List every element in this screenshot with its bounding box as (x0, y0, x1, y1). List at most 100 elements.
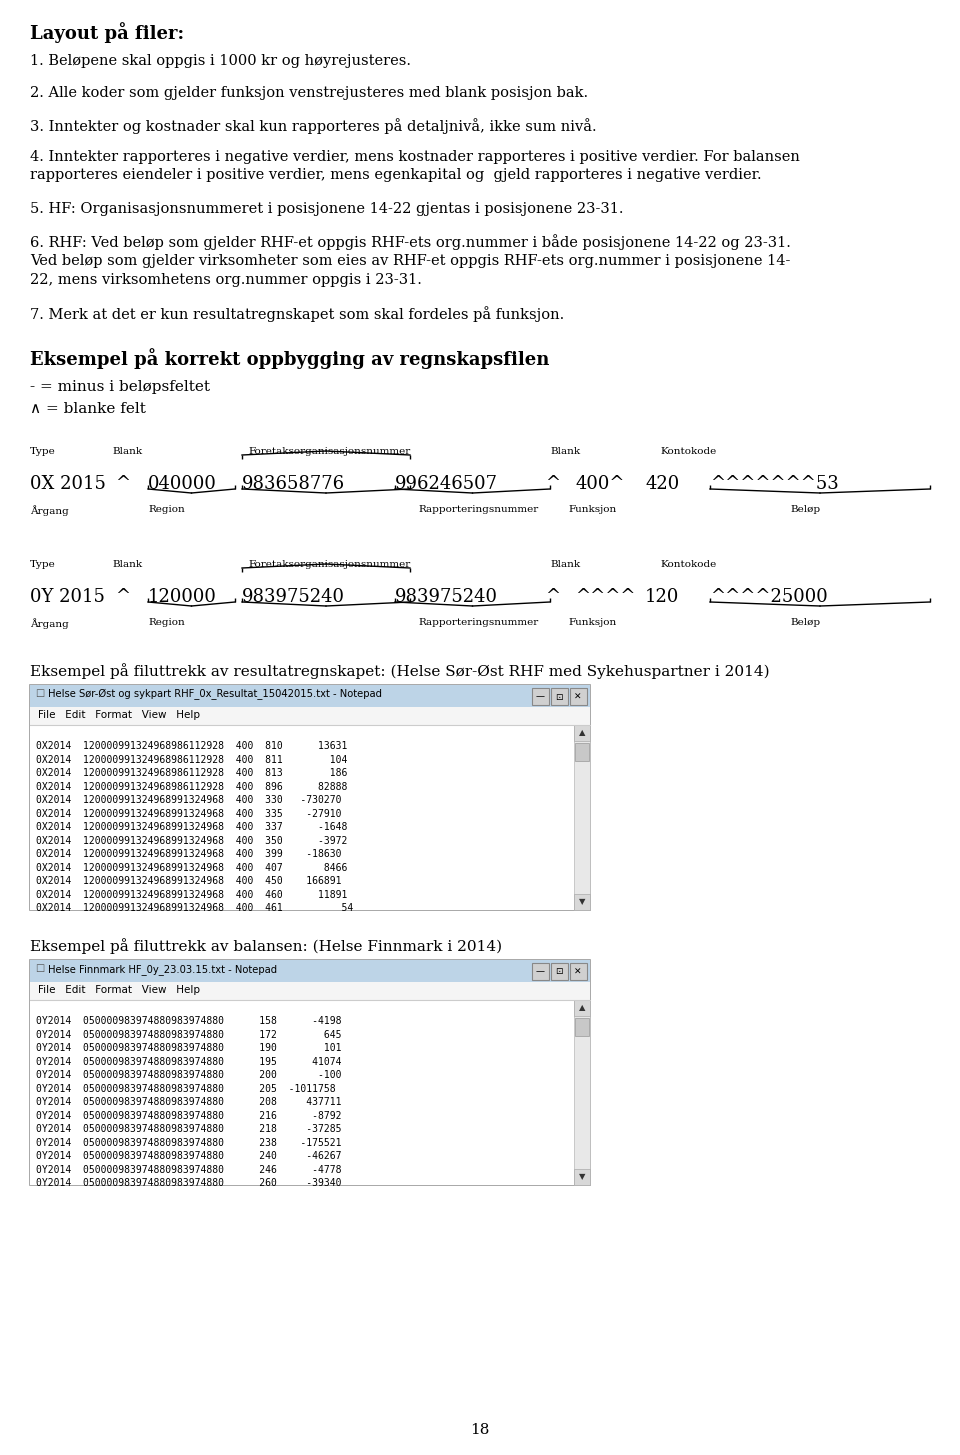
Text: 983975240: 983975240 (395, 588, 498, 605)
Text: 6. RHF: Ved beløp som gjelder RHF-et oppgis RHF-ets org.nummer i både posisjonen: 6. RHF: Ved beløp som gjelder RHF-et opp… (30, 234, 791, 287)
Text: ⊡: ⊡ (555, 693, 563, 701)
FancyBboxPatch shape (30, 725, 574, 909)
Text: ⊡: ⊡ (555, 968, 563, 976)
FancyBboxPatch shape (30, 1000, 574, 1184)
Text: 0X2014  120000991324968986112928  400  810      13631: 0X2014 120000991324968986112928 400 810 … (36, 742, 348, 751)
FancyBboxPatch shape (574, 1000, 590, 1016)
Text: ^^^^25000: ^^^^25000 (710, 588, 828, 605)
Text: 0Y2014  050000983974880983974880      246      -4778: 0Y2014 050000983974880983974880 246 -477… (36, 1165, 342, 1176)
Text: 0X2014  120000991324968991324968  400  335    -27910: 0X2014 120000991324968991324968 400 335 … (36, 809, 342, 819)
Text: Blank: Blank (550, 560, 580, 569)
FancyBboxPatch shape (30, 982, 590, 1000)
Text: ^: ^ (545, 474, 560, 493)
FancyBboxPatch shape (575, 1018, 589, 1036)
Text: Foretaksorganisasjonsnummer: Foretaksorganisasjonsnummer (248, 560, 410, 569)
Text: Blank: Blank (112, 560, 142, 569)
Text: 0X2014  120000991324968986112928  400  811        104: 0X2014 120000991324968986112928 400 811 … (36, 755, 348, 765)
Text: Funksjon: Funksjon (568, 505, 616, 514)
FancyBboxPatch shape (574, 893, 590, 909)
FancyBboxPatch shape (575, 744, 589, 761)
Text: 0X2014  120000991324968991324968  400  461          54: 0X2014 120000991324968991324968 400 461 … (36, 904, 353, 914)
Text: 0Y2014  050000983974880983974880      218     -37285: 0Y2014 050000983974880983974880 218 -372… (36, 1125, 342, 1135)
Text: 0X2014  120000991324968991324968  400  399    -18630: 0X2014 120000991324968991324968 400 399 … (36, 850, 342, 860)
Text: Eksempel på filuttrekk av resultatregnskapet: (Helse Sør-Øst RHF med Sykehuspart: Eksempel på filuttrekk av resultatregnsk… (30, 663, 770, 679)
Text: —: — (536, 968, 544, 976)
Text: 0Y2014  050000983974880983974880      158      -4198: 0Y2014 050000983974880983974880 158 -419… (36, 1017, 342, 1026)
Text: 0X2014  120000991324968991324968  400  460      11891: 0X2014 120000991324968991324968 400 460 … (36, 890, 348, 901)
FancyBboxPatch shape (30, 685, 590, 909)
Text: 0X2014  120000991324968991324968  400  450    166891: 0X2014 120000991324968991324968 400 450 … (36, 876, 342, 886)
Text: ▲: ▲ (579, 729, 586, 738)
Text: 4. Inntekter rapporteres i negative verdier, mens kostnader rapporteres i positi: 4. Inntekter rapporteres i negative verd… (30, 150, 800, 182)
FancyBboxPatch shape (574, 725, 590, 909)
Text: Beløp: Beløp (790, 505, 820, 514)
Text: Eksempel på filuttrekk av balansen: (Helse Finnmark i 2014): Eksempel på filuttrekk av balansen: (Hel… (30, 938, 502, 954)
Text: Eksempel på korrekt oppbygging av regnskapsfilen: Eksempel på korrekt oppbygging av regnsk… (30, 348, 549, 370)
Text: - = minus i beløpsfeltet: - = minus i beløpsfeltet (30, 380, 210, 394)
FancyBboxPatch shape (30, 685, 590, 707)
Text: 120: 120 (645, 588, 680, 605)
Text: Kontokode: Kontokode (660, 560, 716, 569)
Text: 1. Beløpene skal oppgis i 1000 kr og høyrejusteres.: 1. Beløpene skal oppgis i 1000 kr og høy… (30, 54, 411, 68)
Text: Blank: Blank (550, 447, 580, 455)
FancyBboxPatch shape (30, 707, 590, 725)
Text: 120000: 120000 (148, 588, 217, 605)
Text: Funksjon: Funksjon (568, 618, 616, 627)
Text: Region: Region (148, 618, 184, 627)
Text: Foretaksorganisasjonsnummer: Foretaksorganisasjonsnummer (248, 447, 410, 455)
Text: 2. Alle koder som gjelder funksjon venstrejusteres med blank posisjon bak.: 2. Alle koder som gjelder funksjon venst… (30, 86, 588, 100)
FancyBboxPatch shape (574, 725, 590, 741)
Text: Rapporteringsnummer: Rapporteringsnummer (418, 505, 539, 514)
Text: Blank: Blank (112, 447, 142, 455)
Text: 0Y2014  050000983974880983974880      205  -1011758: 0Y2014 050000983974880983974880 205 -101… (36, 1084, 336, 1094)
Text: 0Y2014  050000983974880983974880      238    -175521: 0Y2014 050000983974880983974880 238 -175… (36, 1138, 342, 1148)
Text: 400^: 400^ (575, 474, 625, 493)
Text: 0Y2014  050000983974880983974880      190        101: 0Y2014 050000983974880983974880 190 101 (36, 1043, 342, 1053)
Text: Region: Region (148, 505, 184, 514)
Text: 0Y2014  050000983974880983974880      240     -46267: 0Y2014 050000983974880983974880 240 -462… (36, 1151, 342, 1161)
Text: 420: 420 (645, 474, 680, 493)
Text: ∧ = blanke felt: ∧ = blanke felt (30, 402, 146, 416)
Text: ^: ^ (115, 588, 131, 605)
Text: Beløp: Beløp (790, 618, 820, 627)
Text: 0X2014  120000991324968986112928  400  813        186: 0X2014 120000991324968986112928 400 813 … (36, 768, 348, 778)
Text: 0Y 2015: 0Y 2015 (30, 588, 105, 605)
FancyBboxPatch shape (30, 960, 590, 982)
Text: □: □ (35, 688, 44, 698)
Text: File   Edit   Format   View   Help: File Edit Format View Help (38, 710, 200, 720)
Text: 983975240: 983975240 (242, 588, 345, 605)
FancyBboxPatch shape (570, 963, 587, 981)
FancyBboxPatch shape (532, 963, 549, 981)
FancyBboxPatch shape (574, 1000, 590, 1184)
Text: ▼: ▼ (579, 898, 586, 906)
Text: 0Y2014  050000983974880983974880      260     -39340: 0Y2014 050000983974880983974880 260 -393… (36, 1179, 342, 1189)
Text: Type: Type (30, 447, 56, 455)
Text: 996246507: 996246507 (395, 474, 498, 493)
Text: ▼: ▼ (579, 1173, 586, 1181)
Text: 0Y2014  050000983974880983974880      208     437711: 0Y2014 050000983974880983974880 208 4377… (36, 1097, 342, 1107)
Text: 0X2014  120000991324968991324968  400  337      -1648: 0X2014 120000991324968991324968 400 337 … (36, 822, 348, 832)
Text: □: □ (35, 963, 44, 973)
FancyBboxPatch shape (570, 688, 587, 706)
Text: ^: ^ (115, 474, 131, 493)
Text: 0Y2014  050000983974880983974880      195      41074: 0Y2014 050000983974880983974880 195 4107… (36, 1056, 342, 1067)
Text: 0Y2014  050000983974880983974880      216      -8792: 0Y2014 050000983974880983974880 216 -879… (36, 1112, 342, 1120)
Text: 0X2014  120000991324968986112928  400  896      82888: 0X2014 120000991324968986112928 400 896 … (36, 781, 348, 792)
Text: 7. Merk at det er kun resultatregnskapet som skal fordeles på funksjon.: 7. Merk at det er kun resultatregnskapet… (30, 306, 564, 322)
Text: 0X2014  120000991324968991324968  400  330   -730270: 0X2014 120000991324968991324968 400 330 … (36, 796, 342, 806)
Text: 0Y2014  050000983974880983974880      200       -100: 0Y2014 050000983974880983974880 200 -100 (36, 1071, 342, 1081)
Text: Helse Sør-Øst og sykpart RHF_0x_Resultat_15042015.txt - Notepad: Helse Sør-Øst og sykpart RHF_0x_Resultat… (48, 690, 382, 700)
FancyBboxPatch shape (30, 960, 590, 1184)
Text: Helse Finnmark HF_0y_23.03.15.txt - Notepad: Helse Finnmark HF_0y_23.03.15.txt - Note… (48, 965, 277, 975)
Text: Layout på filer:: Layout på filer: (30, 22, 184, 42)
Text: File   Edit   Format   View   Help: File Edit Format View Help (38, 985, 200, 995)
Text: 18: 18 (470, 1423, 490, 1438)
FancyBboxPatch shape (551, 688, 568, 706)
Text: Rapporteringsnummer: Rapporteringsnummer (418, 618, 539, 627)
Text: Årgang: Årgang (30, 505, 69, 515)
Text: 0X 2015: 0X 2015 (30, 474, 106, 493)
Text: 0X2014  120000991324968991324968  400  350      -3972: 0X2014 120000991324968991324968 400 350 … (36, 837, 348, 845)
Text: 3. Inntekter og kostnader skal kun rapporteres på detaljnivå, ikke sum nivå.: 3. Inntekter og kostnader skal kun rappo… (30, 118, 596, 134)
FancyBboxPatch shape (574, 1168, 590, 1184)
FancyBboxPatch shape (532, 688, 549, 706)
